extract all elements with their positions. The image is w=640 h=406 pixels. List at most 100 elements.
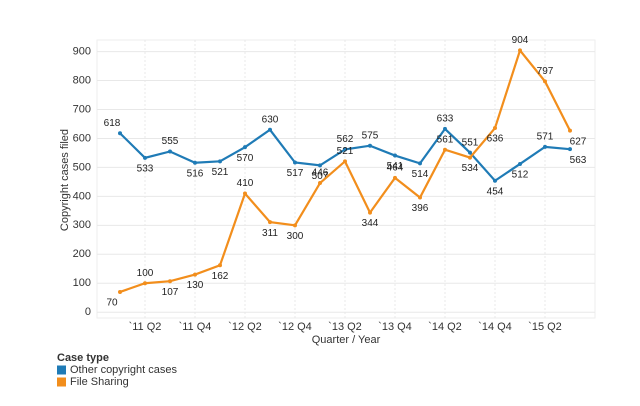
point [393, 175, 397, 180]
y-tick-label: 0 [85, 306, 91, 318]
y-tick-label: 800 [73, 74, 91, 86]
point [268, 220, 272, 225]
legend-title: Case type [57, 352, 109, 364]
point [543, 144, 547, 149]
data-label: 396 [412, 203, 429, 214]
y-tick-label: 400 [73, 190, 91, 202]
point [493, 126, 497, 131]
data-label: 563 [570, 155, 587, 166]
legend-swatch [57, 377, 66, 387]
point [393, 153, 397, 158]
point [318, 181, 322, 186]
point [193, 272, 197, 277]
data-label: 446 [312, 168, 329, 179]
y-tick-label: 500 [73, 161, 91, 173]
y-tick-label: 700 [73, 103, 91, 115]
data-label: 130 [187, 280, 204, 291]
data-label: 517 [287, 168, 304, 179]
point [143, 281, 147, 286]
x-axis-title: Quarter / Year [312, 334, 381, 346]
data-label: 454 [487, 186, 504, 197]
point [343, 159, 347, 164]
point [168, 279, 172, 284]
data-label: 575 [362, 130, 379, 141]
data-label: 344 [362, 218, 379, 229]
data-label: 464 [387, 162, 404, 173]
data-label: 555 [162, 136, 179, 147]
point [518, 161, 522, 166]
data-label: 162 [212, 271, 229, 282]
data-label: 633 [437, 114, 454, 125]
point [468, 150, 472, 155]
point [418, 195, 422, 200]
point [343, 147, 347, 152]
x-tick-label: `11 Q4 [179, 321, 212, 333]
data-label: 561 [437, 134, 454, 145]
x-tick-label: `12 Q4 [278, 321, 312, 333]
point [118, 289, 122, 294]
point [543, 79, 547, 84]
data-label: 507 [312, 171, 329, 182]
data-label: 512 [512, 170, 529, 181]
point [418, 161, 422, 166]
data-label: 521 [337, 146, 354, 157]
x-tick-label: `14 Q4 [478, 321, 512, 333]
data-label: 311 [262, 228, 278, 239]
point [443, 147, 447, 152]
point [243, 191, 247, 196]
x-tick-label: `13 Q4 [378, 321, 412, 333]
data-label: 516 [187, 168, 204, 179]
data-label: 533 [137, 164, 154, 175]
point [118, 131, 122, 136]
point [368, 210, 372, 215]
x-tick-label: `11 Q2 [129, 321, 162, 333]
point [493, 178, 497, 183]
data-label: 534 [462, 163, 479, 174]
point [518, 48, 522, 53]
point [568, 147, 572, 152]
x-tick-label: `13 Q2 [328, 321, 362, 333]
point [218, 263, 222, 268]
point [143, 155, 147, 160]
data-label: 904 [512, 35, 529, 46]
point [268, 127, 272, 132]
data-label: 551 [462, 137, 479, 148]
x-tick-label: `12 Q2 [228, 321, 262, 333]
data-label: 100 [137, 268, 154, 279]
data-label: 300 [287, 231, 304, 242]
legend-swatch [57, 365, 66, 375]
data-label: 797 [537, 66, 554, 77]
point [193, 160, 197, 165]
data-label: 636 [487, 134, 504, 145]
point [568, 128, 572, 133]
y-tick-label: 600 [73, 132, 91, 144]
data-label: 570 [237, 153, 254, 164]
y-tick-label: 100 [73, 277, 91, 289]
point [168, 149, 172, 154]
y-axis-title: Copyright cases filed [59, 129, 71, 231]
point [468, 155, 472, 160]
y-tick-label: 300 [73, 219, 91, 231]
data-label: 627 [570, 136, 587, 147]
legend-label: Other copyright cases [70, 364, 177, 376]
x-tick-label: `14 Q2 [428, 321, 462, 333]
data-label: 541 [387, 161, 404, 172]
data-label: 107 [162, 287, 179, 298]
data-label: 571 [537, 131, 554, 142]
data-label: 514 [412, 169, 429, 180]
point [218, 159, 222, 164]
point [368, 143, 372, 148]
point [293, 160, 297, 165]
plot-area [96, 39, 596, 319]
point [318, 163, 322, 168]
data-label: 618 [104, 118, 121, 129]
data-label: 521 [212, 167, 229, 178]
point [243, 145, 247, 150]
data-label: 562 [337, 134, 354, 145]
point [293, 223, 297, 228]
point [443, 126, 447, 131]
data-label: 630 [262, 114, 279, 125]
y-tick-label: 200 [73, 248, 91, 260]
data-label: 410 [237, 178, 254, 189]
